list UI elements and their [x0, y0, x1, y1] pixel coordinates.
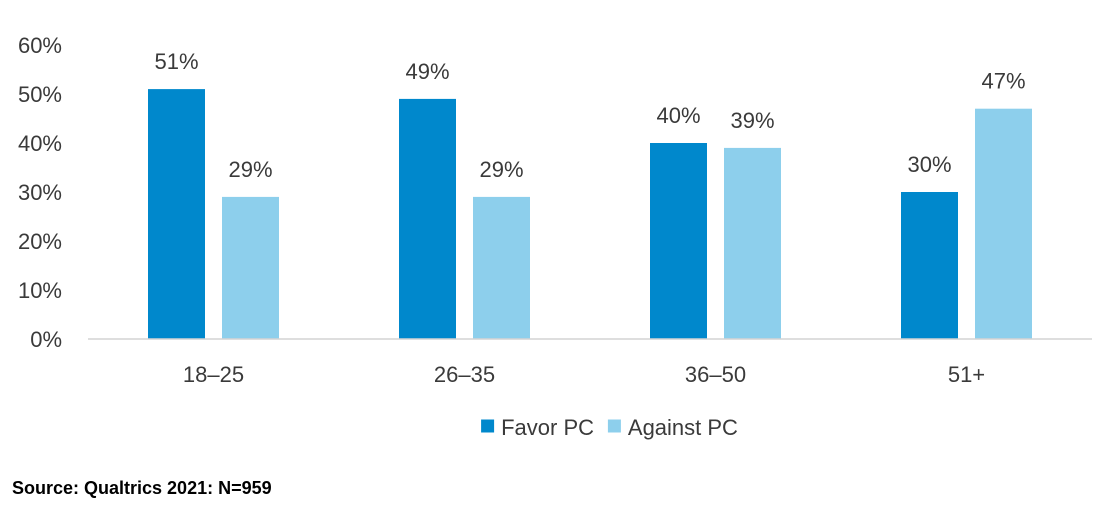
y-tick-label: 60%	[18, 33, 62, 58]
bars: 51% 29% 49% 29% 40% 39% 30% 47%	[148, 49, 1032, 340]
data-label: 40%	[656, 103, 700, 128]
legend-swatch	[481, 419, 495, 433]
x-tick-label: 51+	[948, 362, 985, 387]
bar	[650, 143, 707, 339]
data-label: 29%	[228, 157, 272, 182]
x-tick-label: 36–50	[685, 362, 746, 387]
data-label: 29%	[479, 157, 523, 182]
data-label: 47%	[981, 69, 1025, 94]
y-tick-label: 10%	[18, 278, 62, 303]
legend-label: Against PC	[628, 415, 738, 440]
legend-swatch	[607, 419, 621, 433]
bar	[901, 192, 958, 339]
x-tick-label: 18–25	[183, 362, 244, 387]
y-tick-label: 50%	[18, 82, 62, 107]
bar	[473, 196, 530, 339]
data-label: 39%	[730, 108, 774, 133]
data-label: 51%	[154, 49, 198, 74]
legend-label: Favor PC	[501, 415, 594, 440]
bar	[399, 98, 456, 340]
bar-chart: 0% 10% 20% 30% 40% 50% 60% 51% 29% 49% 29% 40% 39% 3…	[18, 33, 1092, 440]
y-tick-label: 30%	[18, 180, 62, 205]
y-tick-label: 0%	[30, 327, 62, 352]
bar	[222, 196, 279, 339]
source-note: Source: Qualtrics 2021: N=959	[12, 478, 272, 498]
bar	[975, 108, 1032, 339]
y-axis: 0% 10% 20% 30% 40% 50% 60%	[18, 33, 62, 352]
x-tick-label: 26–35	[434, 362, 495, 387]
data-label: 49%	[405, 59, 449, 84]
data-label: 30%	[907, 152, 951, 177]
legend: Favor PC Against PC	[481, 415, 738, 440]
x-axis: 18–25 26–35 36–50 51+	[183, 362, 985, 387]
y-tick-label: 20%	[18, 229, 62, 254]
bar	[148, 89, 205, 339]
y-tick-label: 40%	[18, 131, 62, 156]
bar	[724, 147, 781, 339]
